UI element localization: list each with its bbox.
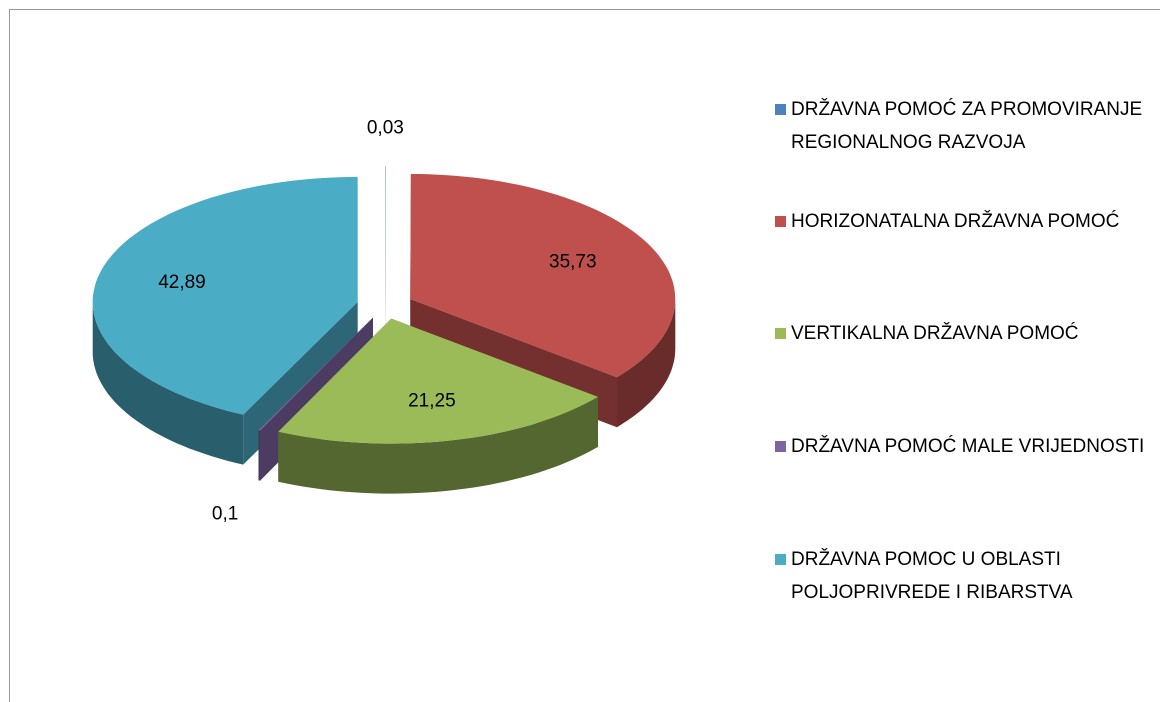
legend-swatch [775, 554, 786, 565]
legend-swatch [775, 441, 786, 452]
legend-item: DRŽAVNA POMOĆ ZA PROMOVIRANJE REGIONALNO… [775, 93, 1145, 159]
data-label: 35,73 [549, 251, 597, 272]
data-label: 0,03 [367, 118, 404, 139]
legend-swatch [775, 104, 786, 115]
slice-top [278, 318, 598, 444]
legend-label: VERTIKALNA DRŽAVNA POMOĆ [791, 323, 1079, 344]
slice-top [258, 317, 373, 431]
legend-swatch [775, 328, 786, 339]
slice-top [385, 166, 386, 291]
slice-side [278, 396, 598, 494]
slice-cut-face [385, 166, 386, 341]
legend-label: HORIZONATALNA DRŽAVNA POMOĆ [791, 211, 1120, 232]
legend-item: DRŽAVNA POMOĆ MALE VRIJEDNOSTI [775, 430, 1145, 463]
legend-label: DRŽAVNA POMOĆ ZA PROMOVIRANJE REGIONALNO… [791, 99, 1143, 153]
legend-swatch [775, 216, 786, 227]
slice-top [92, 176, 358, 415]
legend-item: DRŽAVNA POMOC U OBLASTI POLJOPRIVREDE I … [775, 543, 1145, 609]
slice-side [617, 299, 676, 428]
data-label: 42,89 [158, 272, 206, 293]
legend-item: VERTIKALNA DRŽAVNA POMOĆ [775, 317, 1145, 350]
legend-label: DRŽAVNA POMOĆ MALE VRIJEDNOSTI [791, 436, 1145, 457]
slice-side [92, 301, 244, 465]
slice-top [410, 174, 676, 378]
slice [278, 318, 598, 494]
data-label: 21,25 [408, 390, 456, 411]
legend-item: HORIZONATALNA DRŽAVNA POMOĆ [775, 205, 1145, 238]
data-label: 0,1 [212, 503, 238, 524]
legend-label: DRŽAVNA POMOC U OBLASTI POLJOPRIVREDE I … [791, 549, 1073, 603]
slice [385, 166, 386, 341]
slice-side [258, 430, 260, 481]
chart-border [9, 9, 1160, 702]
